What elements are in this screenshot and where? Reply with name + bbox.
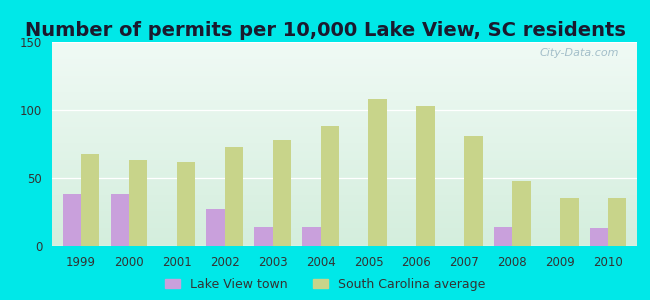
Bar xyxy=(225,147,243,246)
Bar xyxy=(62,194,81,246)
Bar xyxy=(320,126,339,246)
Bar xyxy=(177,162,195,246)
Bar xyxy=(494,227,512,246)
Bar xyxy=(417,106,435,246)
Bar xyxy=(560,198,578,246)
Bar xyxy=(369,99,387,246)
Bar xyxy=(254,227,272,246)
Bar xyxy=(81,154,99,246)
Text: Number of permits per 10,000 Lake View, SC residents: Number of permits per 10,000 Lake View, … xyxy=(25,21,625,40)
Legend: Lake View town, South Carolina average: Lake View town, South Carolina average xyxy=(165,278,485,291)
Bar xyxy=(464,136,482,246)
Bar xyxy=(512,181,530,246)
Bar xyxy=(129,160,147,246)
Bar xyxy=(111,194,129,246)
Bar xyxy=(608,198,627,246)
Bar xyxy=(302,227,320,246)
Bar xyxy=(272,140,291,246)
Text: City-Data.com: City-Data.com xyxy=(540,48,619,58)
Bar xyxy=(590,228,608,246)
Bar xyxy=(207,209,225,246)
